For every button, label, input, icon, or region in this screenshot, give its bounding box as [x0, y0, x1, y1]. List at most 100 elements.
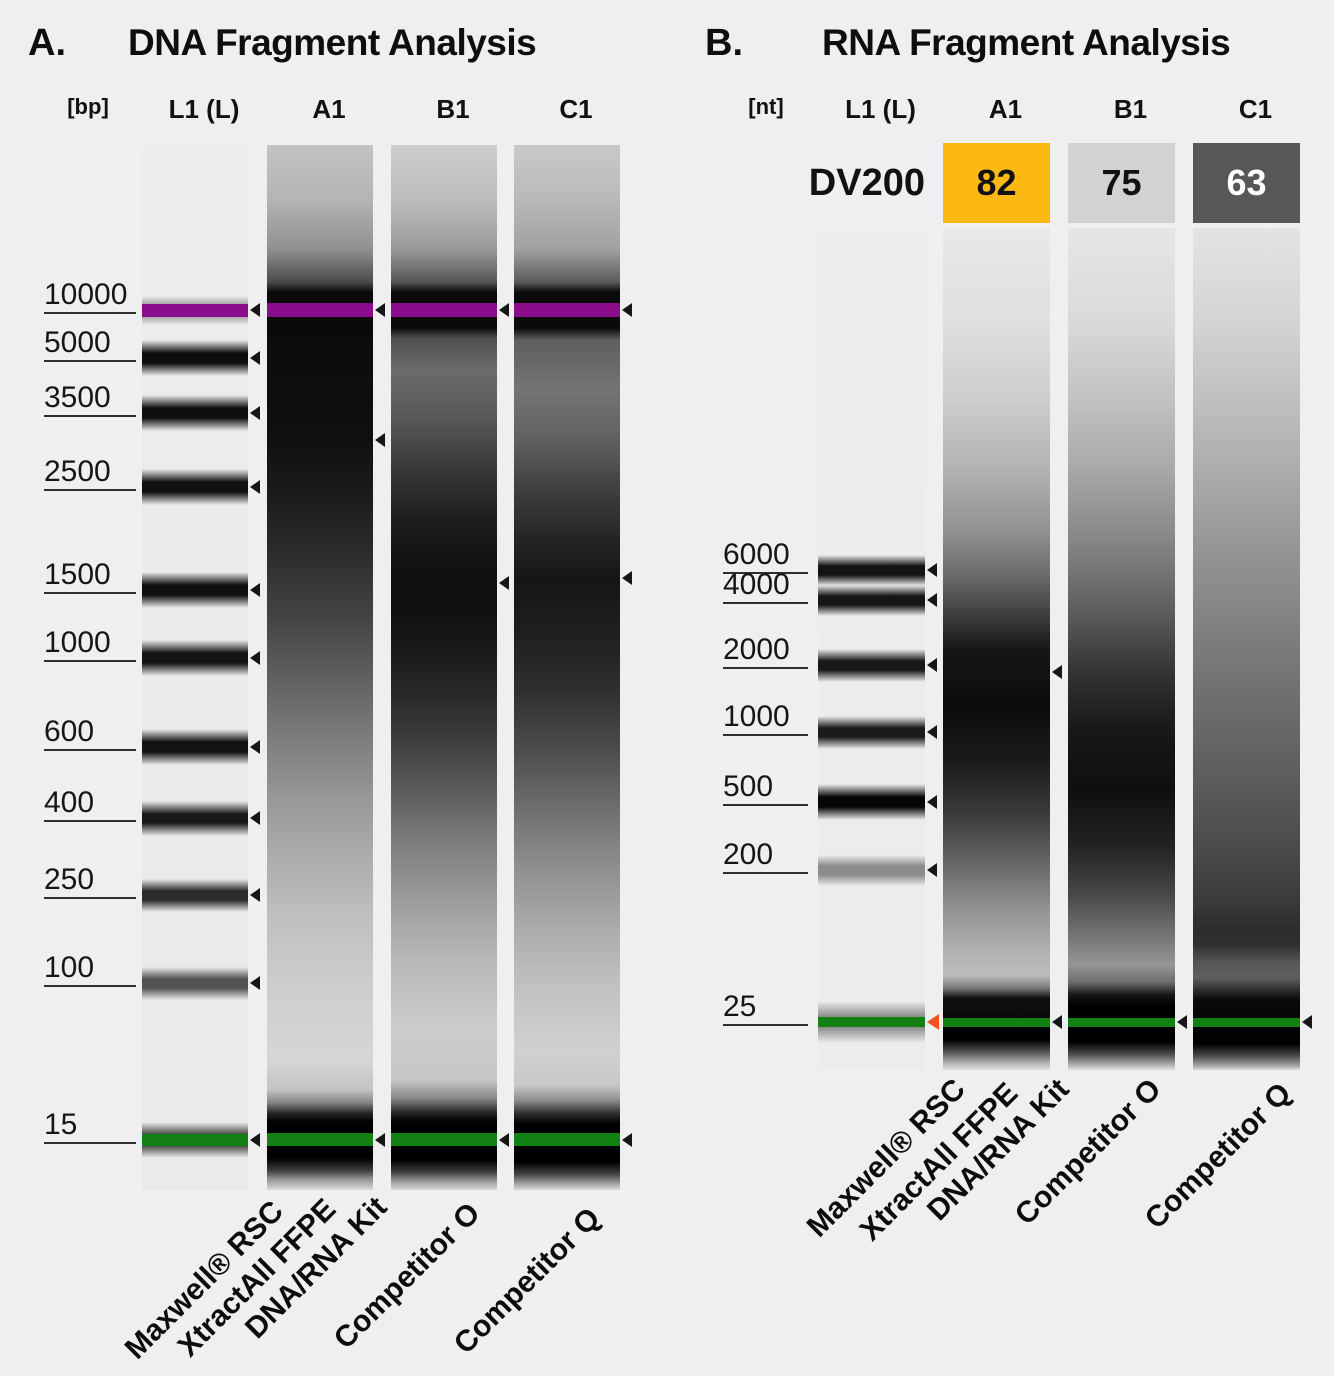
sample-lane-b1-b — [1068, 228, 1175, 1070]
unit-label-a: [bp] — [67, 94, 109, 119]
upper-marker-band — [267, 303, 373, 317]
ladder-band-6000 — [818, 565, 925, 575]
lane-header-ladder-a: L1 (L) — [168, 94, 240, 124]
band-marker-arrow-icon — [250, 811, 260, 825]
band-marker-arrow-icon — [1052, 665, 1062, 679]
lane-header-a1-a: A1 — [312, 94, 346, 124]
band-marker-arrow-icon — [927, 863, 937, 877]
band-marker-arrow-icon — [250, 583, 260, 597]
ladder-band-halo — [142, 295, 248, 304]
band-marker-arrow-icon — [250, 651, 260, 665]
sample-lane-a1-b — [943, 228, 1050, 1070]
ladder-band-400 — [142, 813, 248, 823]
panel-b-title: RNA Fragment Analysis — [822, 22, 1231, 63]
band-marker-arrow-icon — [375, 433, 385, 447]
lane-header-b1-a: B1 — [436, 94, 470, 124]
ladder-lane-b — [818, 228, 925, 1070]
ladder-band-halo — [818, 584, 925, 596]
lower-marker-band — [267, 1133, 373, 1146]
ladder-value-5000: 5000 — [44, 328, 136, 362]
panel-a-title: DNA Fragment Analysis — [128, 22, 537, 63]
band-marker-arrow-icon — [499, 576, 509, 590]
band-marker-arrow-icon — [250, 888, 260, 902]
sample-lane-a1-a — [267, 145, 373, 1190]
band-marker-arrow-icon — [622, 1133, 632, 1147]
dv200-label: DV200 — [808, 162, 925, 204]
ladder-band-4000 — [818, 595, 925, 605]
ladder-band-halo — [142, 1146, 248, 1158]
ladder-band-halo — [142, 640, 248, 653]
lower-marker-band — [1193, 1018, 1300, 1027]
ladder-band-2000 — [818, 660, 925, 670]
ladder-band-2500 — [142, 482, 248, 492]
band-marker-arrow-icon — [1302, 1015, 1312, 1029]
lower-marker-band — [514, 1133, 620, 1146]
ladder-value-1000: 1000 — [723, 702, 808, 736]
lane-header-c1-a: C1 — [559, 94, 593, 124]
ladder-band-halo — [142, 395, 248, 408]
ladder-band-halo — [142, 595, 248, 608]
ladder-value-1500: 1500 — [44, 560, 136, 594]
ladder-band-halo — [142, 966, 248, 979]
band-marker-arrow-icon — [250, 1133, 260, 1147]
ladder-band-1000 — [142, 653, 248, 663]
ladder-band-halo — [818, 1027, 925, 1043]
lower-marker-band — [1068, 1018, 1175, 1027]
ladder-band-halo — [818, 715, 925, 728]
ladder-band-15 — [142, 1134, 248, 1146]
ladder-value-3500: 3500 — [44, 383, 136, 417]
band-marker-arrow-icon — [250, 740, 260, 754]
ladder-band-halo — [142, 729, 248, 742]
band-marker-arrow-icon — [927, 658, 937, 672]
ladder-band-halo — [142, 752, 248, 765]
ladder-band-1000 — [818, 727, 925, 737]
ladder-band-halo — [818, 807, 925, 820]
ladder-value-2500: 2500 — [44, 457, 136, 491]
band-marker-arrow-icon — [622, 303, 632, 317]
lower-marker-band — [391, 1133, 497, 1146]
band-marker-arrow-icon — [927, 1014, 939, 1030]
upper-marker-band — [514, 303, 620, 317]
ladder-band-100 — [142, 978, 248, 988]
ladder-band-halo — [142, 822, 248, 836]
band-marker-arrow-icon — [1052, 1015, 1062, 1029]
ladder-band-halo — [142, 340, 248, 353]
ladder-band-600 — [142, 742, 248, 752]
ladder-band-halo — [142, 663, 248, 676]
ladder-band-halo — [818, 604, 925, 616]
ladder-value-1000: 1000 — [44, 628, 136, 662]
ladder-band-halo — [818, 784, 925, 797]
ladder-band-250 — [142, 890, 248, 900]
ladder-band-200 — [818, 865, 925, 875]
band-marker-arrow-icon — [622, 571, 632, 585]
ladder-band-halo — [818, 574, 925, 586]
band-marker-arrow-icon — [375, 303, 385, 317]
ladder-band-halo — [142, 492, 248, 505]
ladder-lane-a — [142, 145, 248, 1190]
ladder-band-3500 — [142, 408, 248, 418]
ladder-band-halo — [142, 469, 248, 482]
ladder-band-halo — [818, 736, 925, 749]
ladder-value-6000: 6000 — [723, 540, 808, 574]
ladder-band-halo — [818, 874, 925, 886]
sample-lane-c1-a — [514, 145, 620, 1190]
ladder-band-500 — [818, 797, 925, 807]
ladder-value-10000: 10000 — [44, 280, 136, 314]
ladder-band-halo — [818, 554, 925, 566]
ladder-band-halo — [818, 648, 925, 661]
band-marker-arrow-icon — [927, 725, 937, 739]
ladder-value-4000: 4000 — [723, 570, 808, 604]
band-marker-arrow-icon — [250, 976, 260, 990]
ladder-band-halo — [142, 899, 248, 912]
ladder-band-halo — [142, 316, 248, 325]
ladder-band-halo — [818, 854, 925, 866]
ladder-band-25 — [818, 1017, 925, 1027]
ladder-band-halo — [142, 1122, 248, 1134]
ladder-value-500: 500 — [723, 772, 808, 806]
ladder-band-halo — [142, 418, 248, 431]
band-marker-arrow-icon — [375, 1133, 385, 1147]
dv200-value-c1: 63 — [1193, 143, 1300, 223]
ladder-band-halo — [142, 572, 248, 585]
band-marker-arrow-icon — [927, 593, 937, 607]
